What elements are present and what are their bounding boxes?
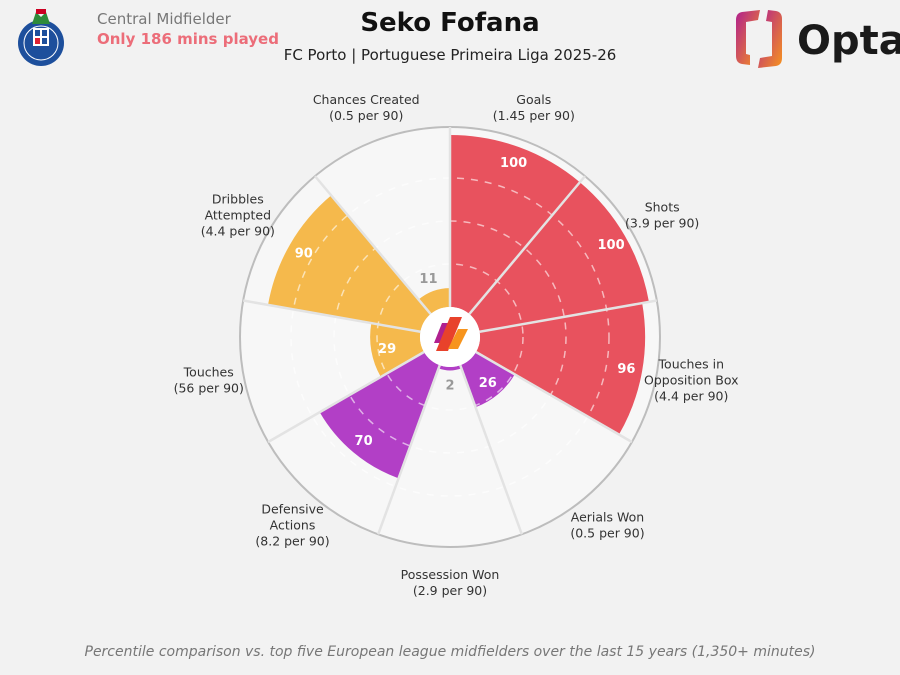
value-label: 29 <box>378 342 396 357</box>
category-label: Defensive <box>261 502 324 517</box>
bar-possession-won <box>438 365 462 371</box>
bar-dribbles-attempted <box>268 195 431 332</box>
segment-divider <box>468 175 586 315</box>
value-label: 100 <box>500 156 527 171</box>
value-label: 100 <box>598 238 625 253</box>
value-label: 90 <box>295 247 313 262</box>
segment-divider <box>459 364 523 535</box>
category-label: Aerials Won <box>571 510 644 525</box>
value-label: 26 <box>479 376 497 391</box>
category-label: Touches <box>183 365 234 380</box>
category-label: Dribbles <box>212 192 264 207</box>
player-position: Central Midfielder <box>97 10 231 28</box>
footnote: Percentile comparison vs. top five Europ… <box>84 644 816 660</box>
category-per90: (2.9 per 90) <box>413 583 487 598</box>
bar-shots <box>469 182 649 332</box>
segment-divider <box>242 299 421 334</box>
segment-divider <box>479 299 658 334</box>
opta-brand: Opta <box>797 18 900 64</box>
category-label: Touches in <box>658 357 724 372</box>
segment-divider <box>377 364 441 535</box>
category-per90: (0.5 per 90) <box>329 108 403 123</box>
value-label: 96 <box>617 362 635 377</box>
chart-subtitle: FC Porto | Portuguese Primeira Liga 2025… <box>283 46 617 64</box>
category-per90: (0.5 per 90) <box>570 526 644 541</box>
category-per90: (4.4 per 90) <box>654 389 728 404</box>
category-label: Actions <box>270 518 316 533</box>
opta-center-logo-icon <box>436 317 462 351</box>
bar-goals <box>450 135 580 315</box>
category-label: Attempted <box>205 208 271 223</box>
bar-aerials-won <box>460 352 515 408</box>
category-per90: (8.2 per 90) <box>255 534 329 549</box>
category-per90: (1.45 per 90) <box>493 108 575 123</box>
segment-divider <box>475 350 633 444</box>
category-per90: (56 per 90) <box>174 381 244 396</box>
value-label: 70 <box>355 434 373 449</box>
grid-ring <box>376 263 524 411</box>
bar-touches <box>370 323 425 377</box>
segment-divider <box>267 350 425 444</box>
bar-touches-in-opposition-box <box>475 303 646 435</box>
segment-divider <box>314 175 432 315</box>
category-label: Possession Won <box>401 567 500 582</box>
category-label: Chances Created <box>313 92 420 107</box>
category-per90: (3.9 per 90) <box>625 216 699 231</box>
minutes-note: Only 186 mins played <box>97 30 279 48</box>
category-label: Shots <box>645 200 680 215</box>
opta-center-logo-icon <box>448 329 468 349</box>
category-label: Goals <box>516 92 551 107</box>
category-label: Opposition Box <box>644 373 739 388</box>
category-per90: (4.4 per 90) <box>201 224 275 239</box>
chart-title: Seko Fofana <box>360 8 540 38</box>
value-label: 11 <box>419 272 437 287</box>
value-label: 2 <box>445 378 454 393</box>
